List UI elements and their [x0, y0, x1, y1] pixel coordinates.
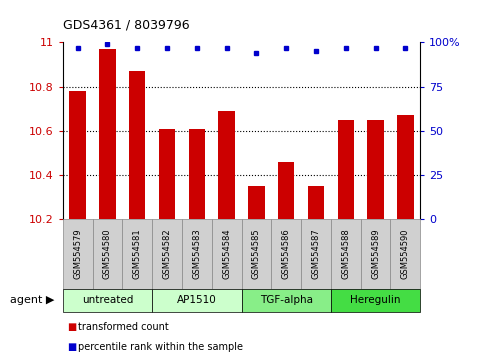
Text: agent ▶: agent ▶ — [10, 295, 54, 305]
Bar — [308, 186, 324, 219]
Text: GSM554587: GSM554587 — [312, 229, 320, 279]
Bar — [397, 115, 413, 219]
Text: ■: ■ — [68, 322, 77, 332]
Text: GSM554579: GSM554579 — [73, 229, 82, 279]
Text: Heregulin: Heregulin — [350, 295, 401, 305]
Text: TGF-alpha: TGF-alpha — [260, 295, 313, 305]
Bar — [70, 91, 86, 219]
Text: GSM554586: GSM554586 — [282, 229, 291, 279]
Bar — [248, 186, 265, 219]
Bar — [189, 129, 205, 219]
Text: GSM554581: GSM554581 — [133, 229, 142, 279]
Bar — [99, 49, 115, 219]
Bar — [278, 162, 294, 219]
Bar — [368, 120, 384, 219]
Text: transformed count: transformed count — [78, 322, 169, 332]
Text: GSM554584: GSM554584 — [222, 229, 231, 279]
Bar — [218, 111, 235, 219]
Text: GSM554585: GSM554585 — [252, 229, 261, 279]
Bar — [338, 120, 354, 219]
Bar — [159, 129, 175, 219]
Text: GSM554580: GSM554580 — [103, 229, 112, 279]
Text: GSM554583: GSM554583 — [192, 229, 201, 279]
Text: GSM554590: GSM554590 — [401, 229, 410, 279]
Text: ■: ■ — [68, 342, 77, 352]
Text: GDS4361 / 8039796: GDS4361 / 8039796 — [63, 19, 189, 32]
Text: AP1510: AP1510 — [177, 295, 217, 305]
Text: untreated: untreated — [82, 295, 133, 305]
Text: GSM554589: GSM554589 — [371, 229, 380, 279]
Text: GSM554588: GSM554588 — [341, 229, 350, 279]
Text: percentile rank within the sample: percentile rank within the sample — [78, 342, 243, 352]
Text: GSM554582: GSM554582 — [163, 229, 171, 279]
Bar — [129, 71, 145, 219]
